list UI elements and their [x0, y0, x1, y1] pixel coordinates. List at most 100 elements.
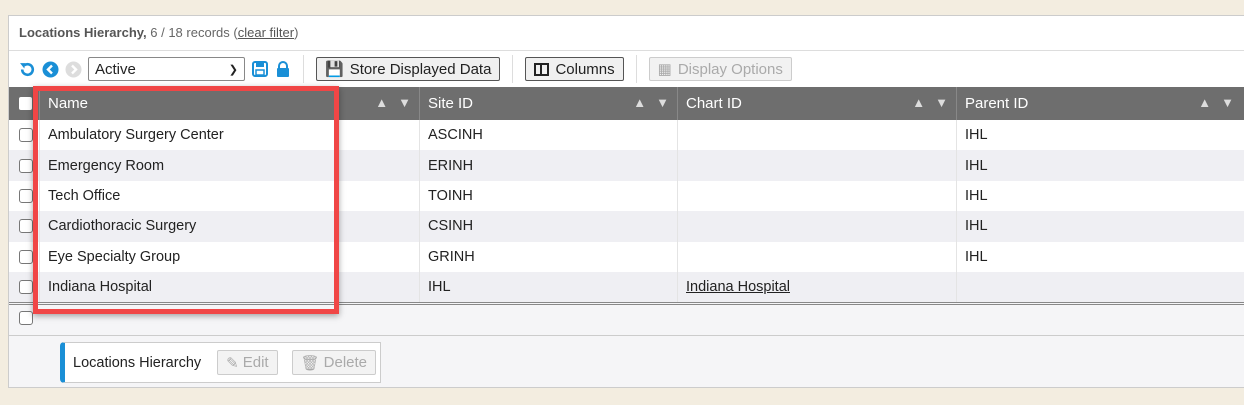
row-select-cell	[9, 272, 39, 302]
columns-button[interactable]: Columns	[525, 57, 624, 81]
row-checkbox[interactable]	[19, 188, 33, 203]
grid-panel: Locations Hierarchy, 6 / 18 records (cle…	[8, 15, 1244, 388]
display-options-button[interactable]: ▦ Display Options	[648, 57, 792, 81]
table-row[interactable]: Cardiothoracic Surgery CSINH IHL	[9, 211, 1244, 242]
display-options-label: Display Options	[677, 60, 783, 78]
chart-id-cell	[677, 211, 956, 242]
record-count: 6 / 18 records	[150, 25, 230, 40]
filter-icon[interactable]: ▼	[398, 95, 411, 110]
columns-label: Columns	[555, 60, 615, 78]
site-id-cell: ASCINH	[419, 120, 677, 151]
divider	[9, 302, 1244, 306]
delete-label: Delete	[323, 354, 367, 371]
row-checkbox[interactable]	[19, 280, 33, 295]
chart-id-cell: Indiana Hospital	[677, 271, 956, 303]
site-id-cell: IHL	[419, 271, 677, 303]
column-header-name[interactable]: Name ▲︎ ▼	[39, 87, 419, 120]
delete-button[interactable]: 🗑 Delete	[291, 350, 376, 375]
filter-icon[interactable]: ▼	[935, 95, 948, 110]
chart-id-cell	[677, 150, 956, 181]
chart-id-cell	[677, 241, 956, 272]
parent-id-cell: IHL	[956, 241, 1244, 272]
columns-icon	[534, 62, 550, 76]
lock-icon[interactable]	[274, 61, 291, 78]
divider	[635, 55, 637, 83]
chart-id-cell	[677, 120, 956, 151]
row-select-cell	[9, 150, 39, 180]
column-header-parent-id[interactable]: Parent ID ▲ ▼	[956, 87, 1244, 120]
name-cell: Cardiothoracic Surgery	[39, 211, 419, 242]
table-icon: ▦	[657, 61, 672, 78]
grid-title: Locations Hierarchy,	[19, 25, 147, 40]
column-header-chart-id[interactable]: Chart ID ▲ ▼	[677, 87, 956, 120]
chart-id-cell	[677, 180, 956, 212]
parent-id-cell: IHL	[956, 120, 1244, 151]
save-icon[interactable]	[251, 61, 268, 78]
title-bar: Locations Hierarchy, 6 / 18 records (cle…	[9, 16, 1244, 51]
row-checkbox[interactable]	[19, 249, 33, 264]
status-filter-value: Active	[95, 60, 136, 78]
table-row[interactable]: Tech Office TOINH IHL	[9, 180, 1244, 212]
new-row	[9, 305, 1244, 337]
row-select-cell	[9, 120, 39, 150]
forward-icon[interactable]	[65, 61, 82, 78]
sort-icon[interactable]: ▲	[1198, 95, 1212, 110]
table-row[interactable]: Ambulatory Surgery Center ASCINH IHL	[9, 120, 1244, 151]
site-id-cell: GRINH	[419, 241, 677, 272]
store-displayed-data-button[interactable]: 💾 Store Displayed Data	[316, 57, 501, 81]
chevron-down-icon: ❯	[228, 63, 238, 76]
store-label: Store Displayed Data	[349, 60, 492, 78]
table-row[interactable]: Emergency Room ERINH IHL	[9, 150, 1244, 181]
edit-button[interactable]: ✎ Edit	[217, 350, 278, 375]
name-cell: Emergency Room	[39, 150, 419, 181]
paren: )	[294, 25, 299, 40]
parent-id-cell: IHL	[956, 211, 1244, 242]
row-checkbox[interactable]	[19, 158, 33, 173]
refresh-icon[interactable]	[19, 61, 36, 78]
parent-id-cell	[956, 271, 1244, 303]
name-cell: Indiana Hospital	[39, 271, 419, 303]
name-cell: Ambulatory Surgery Center	[39, 120, 419, 151]
row-checkbox[interactable]	[19, 219, 33, 234]
column-label: Name	[48, 95, 89, 112]
floppy-icon: 💾	[325, 61, 344, 78]
column-header-site-id[interactable]: Site ID ▲ ▼	[419, 87, 677, 120]
row-select-cell	[9, 242, 39, 272]
sort-icon[interactable]: ▲︎	[375, 95, 389, 110]
site-id-cell: CSINH	[419, 211, 677, 242]
row-checkbox[interactable]	[19, 128, 33, 143]
column-label: Site ID	[428, 95, 474, 112]
data-grid: Name ▲︎ ▼ Site ID ▲ ▼ Chart ID ▲ ▼ Parent ID ▲ ▼…	[9, 87, 1244, 337]
row-select-cell	[9, 181, 39, 211]
divider	[512, 55, 514, 83]
site-id-cell: ERINH	[419, 150, 677, 181]
sort-icon[interactable]: ▲	[912, 95, 926, 110]
new-row-checkbox[interactable]	[19, 311, 33, 326]
filter-icon[interactable]: ▼	[656, 95, 669, 110]
back-icon[interactable]	[42, 61, 59, 78]
pencil-icon: ✎	[226, 354, 239, 372]
table-row[interactable]: Indiana Hospital IHL Indiana Hospital	[9, 271, 1244, 303]
site-id-cell: TOINH	[419, 180, 677, 212]
column-label: Chart ID	[686, 95, 742, 112]
footer-label: Locations Hierarchy	[73, 354, 202, 371]
trash-icon: 🗑	[300, 354, 320, 372]
detail-footer: Locations Hierarchy ✎ Edit 🗑 Delete	[60, 342, 381, 383]
select-all-checkbox[interactable]	[19, 97, 32, 110]
filter-icon[interactable]: ▼	[1221, 95, 1234, 110]
select-all-cell	[9, 87, 39, 120]
header-row: Name ▲︎ ▼ Site ID ▲ ▼ Chart ID ▲ ▼ Parent ID ▲ ▼	[9, 87, 1244, 120]
paren: (	[233, 25, 238, 40]
name-cell: Eye Specialty Group	[39, 241, 419, 272]
sort-icon[interactable]: ▲	[633, 95, 647, 110]
edit-label: Edit	[242, 354, 269, 371]
toolbar: Active ❯ 💾 Store Displayed Data Columns ▦ D…	[9, 51, 1244, 87]
chart-id-link[interactable]: Indiana Hospital	[686, 279, 790, 296]
clear-filter-link[interactable]: clear filter	[237, 25, 295, 40]
highlight-box	[33, 86, 339, 314]
row-select-cell	[9, 211, 39, 241]
status-filter-select[interactable]: Active ❯	[88, 57, 245, 81]
parent-id-cell: IHL	[956, 180, 1244, 212]
column-label: Parent ID	[965, 95, 1029, 112]
table-row[interactable]: Eye Specialty Group GRINH IHL	[9, 241, 1244, 272]
